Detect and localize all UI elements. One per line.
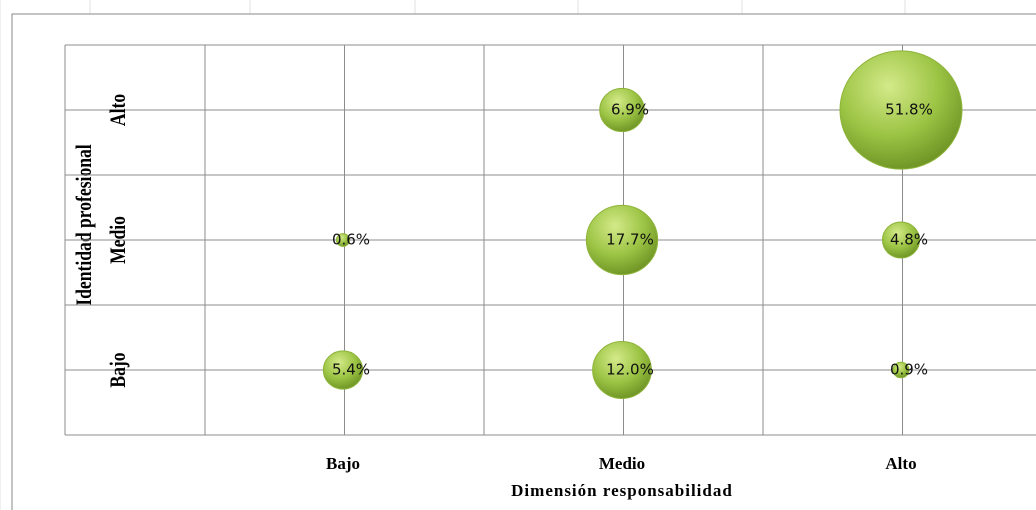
bubble — [585, 204, 659, 276]
data-label: 51.8% — [885, 101, 933, 119]
x-tick-label: Bajo — [326, 454, 360, 473]
x-tick-label: Medio — [599, 454, 645, 473]
data-label: 5.4% — [332, 361, 370, 379]
x-axis-title: Dimensión responsabilidad — [511, 481, 733, 500]
data-label: 0.6% — [332, 231, 370, 249]
y-tick-label: Alto — [106, 94, 130, 126]
bubble — [881, 221, 921, 259]
data-label: 6.9% — [611, 101, 649, 119]
bubble — [592, 341, 652, 399]
data-label: 12.0% — [606, 361, 654, 379]
data-label: 4.8% — [890, 231, 928, 249]
data-label: 17.7% — [606, 231, 654, 249]
y-tick-label: Medio — [106, 216, 130, 264]
bubble — [892, 361, 910, 379]
y-axis-title: Identidad profesional — [72, 144, 96, 306]
bubble — [322, 350, 364, 390]
bubble — [839, 50, 963, 170]
sheet-background — [0, 0, 906, 510]
y-tick-label: Bajo — [106, 352, 130, 387]
x-tick-label: Alto — [885, 454, 916, 473]
bubble — [335, 233, 351, 247]
bubble — [599, 87, 645, 133]
data-label: 0.9% — [890, 361, 928, 379]
